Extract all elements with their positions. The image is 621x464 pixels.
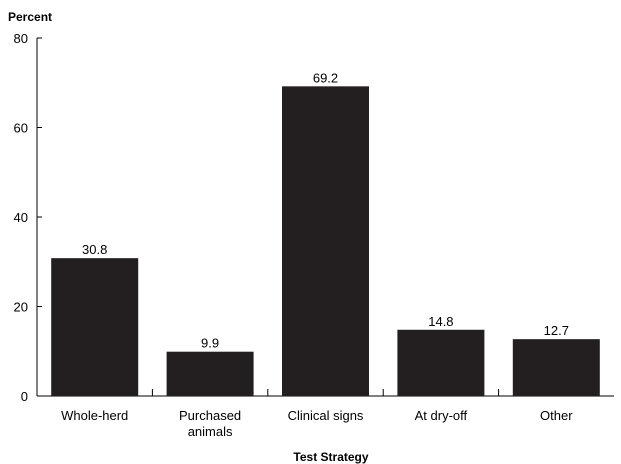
bar-value-label: 9.9 (201, 336, 219, 351)
y-tick-label: 80 (14, 31, 28, 46)
y-tick-label: 0 (21, 389, 28, 404)
plot-area: 0 20 40 60 80 30.8 Whole-herd 9.9 Purchased anima… (14, 31, 614, 439)
x-category-label: Other (540, 408, 573, 423)
bar (512, 339, 600, 396)
bar (282, 86, 369, 396)
bar-value-label: 69.2 (313, 70, 338, 85)
bar (397, 329, 485, 396)
y-axis-title: Percent (8, 10, 52, 24)
y-tick-label: 40 (14, 210, 28, 225)
x-category-label: Purchased animals (179, 408, 241, 439)
y-tick-label: 60 (14, 121, 28, 136)
x-category-label-line: Purchased (179, 408, 241, 423)
y-tick-label: 20 (14, 300, 28, 315)
bar (51, 258, 139, 396)
x-category-label-line: Whole-herd (61, 408, 128, 423)
bar-value-label: 30.8 (82, 242, 107, 257)
x-category-label: Whole-herd (61, 408, 128, 423)
bar-value-label: 12.7 (544, 323, 569, 338)
bar-value-label: 14.8 (428, 314, 453, 329)
x-axis-title: Test Strategy (293, 450, 368, 464)
x-category-label-line: Other (540, 408, 573, 423)
x-category-label: Clinical signs (288, 408, 364, 423)
x-category-label: At dry-off (415, 408, 468, 423)
x-category-label-line: At dry-off (415, 408, 468, 423)
bar (166, 351, 254, 396)
x-category-label-line: Clinical signs (288, 408, 364, 423)
x-category-label-line: animals (188, 424, 233, 439)
